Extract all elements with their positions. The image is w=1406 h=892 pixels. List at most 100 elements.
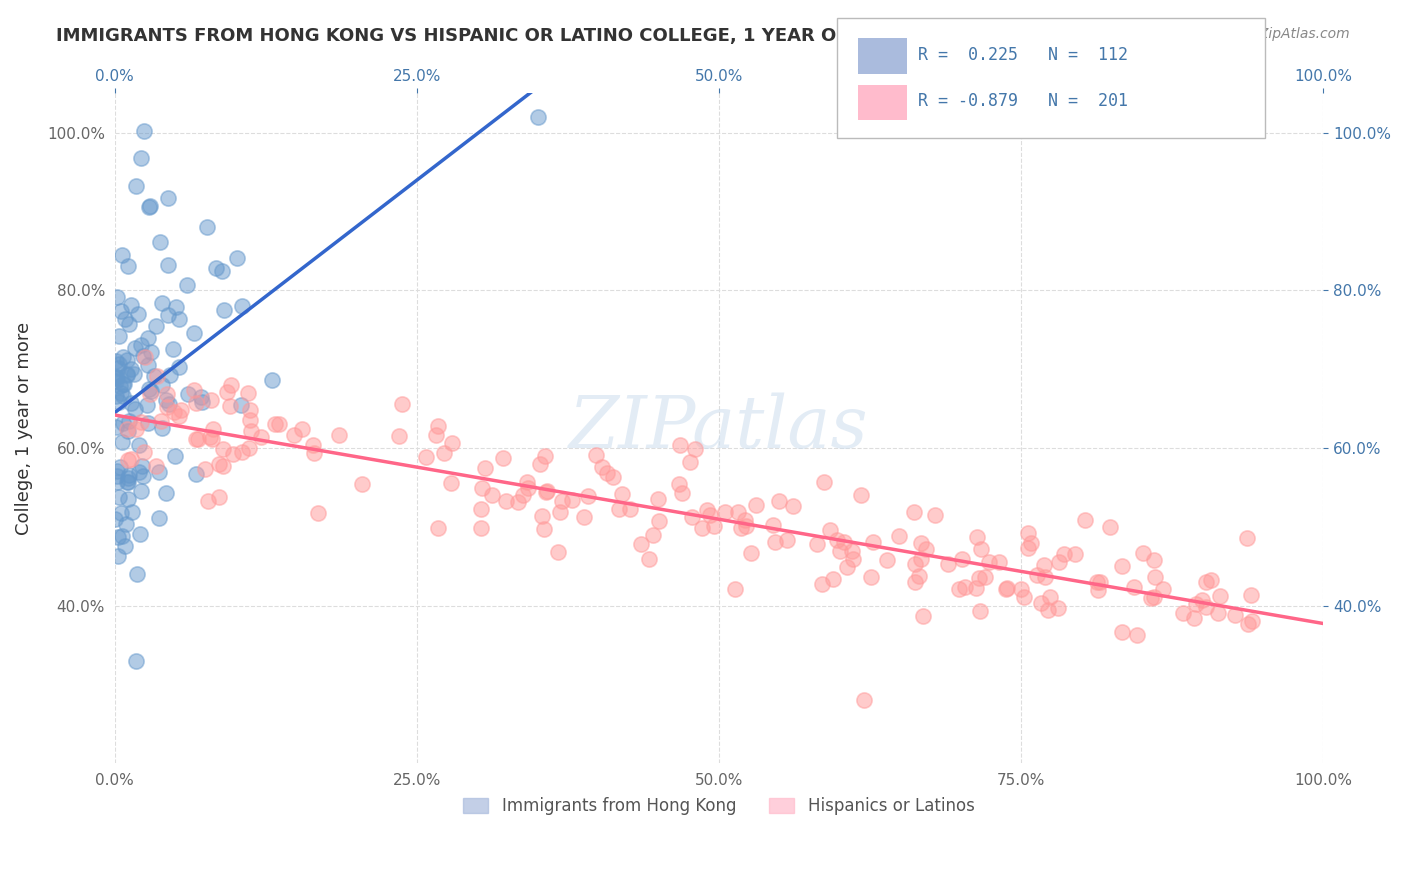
Immigrants from Hong Kong [132, 469, 155, 483]
Immigrants from Hong Kong [105, 369, 128, 384]
Immigrants from Hong Kong [131, 458, 153, 473]
Immigrants from Hong Kong [120, 396, 142, 410]
Hispanics or Latinos [1047, 601, 1070, 615]
Immigrants from Hong Kong [225, 252, 247, 266]
Hispanics or Latinos [1240, 588, 1263, 602]
Hispanics or Latinos [1111, 625, 1133, 640]
Hispanics or Latinos [740, 546, 762, 560]
Immigrants from Hong Kong [141, 384, 163, 398]
Immigrants from Hong Kong [107, 369, 129, 384]
Immigrants from Hong Kong [105, 290, 128, 304]
Hispanics or Latinos [1122, 580, 1144, 594]
Immigrants from Hong Kong [155, 393, 177, 408]
Immigrants from Hong Kong [104, 512, 127, 526]
Immigrants from Hong Kong [129, 151, 152, 165]
Immigrants from Hong Kong [108, 460, 131, 475]
Hispanics or Latinos [212, 442, 235, 456]
Hispanics or Latinos [1209, 589, 1232, 603]
Hispanics or Latinos [222, 447, 245, 461]
Hispanics or Latinos [388, 429, 411, 443]
Immigrants from Hong Kong [132, 350, 155, 364]
Hispanics or Latinos [914, 541, 936, 556]
Hispanics or Latinos [647, 491, 669, 506]
Hispanics or Latinos [610, 487, 633, 501]
Hispanics or Latinos [1039, 590, 1062, 604]
Hispanics or Latinos [903, 505, 925, 519]
Hispanics or Latinos [862, 535, 884, 549]
Hispanics or Latinos [776, 533, 799, 547]
Hispanics or Latinos [1090, 575, 1112, 590]
Immigrants from Hong Kong [120, 298, 142, 312]
Hispanics or Latinos [561, 492, 583, 507]
Hispanics or Latinos [690, 520, 713, 534]
Hispanics or Latinos [215, 385, 238, 400]
Hispanics or Latinos [200, 430, 222, 444]
Immigrants from Hong Kong [118, 317, 141, 331]
Hispanics or Latinos [391, 397, 413, 411]
Text: IMMIGRANTS FROM HONG KONG VS HISPANIC OR LATINO COLLEGE, 1 YEAR OR MORE CORRELAT: IMMIGRANTS FROM HONG KONG VS HISPANIC OR… [56, 27, 1137, 45]
Hispanics or Latinos [163, 405, 186, 419]
Hispanics or Latinos [307, 507, 329, 521]
Hispanics or Latinos [249, 430, 271, 444]
Immigrants from Hong Kong [112, 377, 135, 392]
Hispanics or Latinos [936, 557, 959, 571]
Immigrants from Hong Kong [120, 361, 142, 376]
Hispanics or Latinos [291, 422, 314, 436]
Hispanics or Latinos [550, 493, 572, 508]
Hispanics or Latinos [471, 481, 494, 495]
Immigrants from Hong Kong [138, 200, 160, 214]
Hispanics or Latinos [904, 557, 927, 571]
Hispanics or Latinos [970, 541, 993, 556]
Immigrants from Hong Kong [107, 529, 129, 543]
Hispanics or Latinos [924, 508, 946, 523]
Hispanics or Latinos [187, 432, 209, 446]
Immigrants from Hong Kong [104, 353, 127, 368]
Immigrants from Hong Kong [149, 235, 172, 249]
Hispanics or Latinos [536, 484, 558, 499]
Immigrants from Hong Kong [111, 350, 134, 364]
Hispanics or Latinos [1026, 567, 1049, 582]
Hispanics or Latinos [835, 560, 858, 574]
Text: ZIPatlas: ZIPatlas [569, 392, 869, 464]
Hispanics or Latinos [602, 470, 624, 484]
Hispanics or Latinos [908, 569, 931, 583]
Hispanics or Latinos [876, 553, 898, 567]
Hispanics or Latinos [950, 551, 973, 566]
Immigrants from Hong Kong [167, 311, 190, 326]
Hispanics or Latinos [427, 521, 450, 535]
Hispanics or Latinos [1140, 591, 1163, 605]
Hispanics or Latinos [1063, 548, 1085, 562]
Hispanics or Latinos [1019, 535, 1042, 549]
Hispanics or Latinos [132, 444, 155, 458]
Immigrants from Hong Kong [155, 486, 177, 500]
Hispanics or Latinos [1144, 570, 1167, 584]
Hispanics or Latinos [948, 582, 970, 597]
Immigrants from Hong Kong [148, 465, 170, 479]
Immigrants from Hong Kong [231, 299, 253, 313]
Hispanics or Latinos [1223, 607, 1246, 622]
Immigrants from Hong Kong [111, 434, 134, 449]
Immigrants from Hong Kong [104, 389, 127, 403]
Hispanics or Latinos [730, 521, 752, 535]
Immigrants from Hong Kong [124, 402, 146, 417]
Immigrants from Hong Kong [105, 469, 128, 483]
Immigrants from Hong Kong [117, 471, 139, 485]
Immigrants from Hong Kong [526, 110, 548, 124]
Hispanics or Latinos [124, 422, 146, 436]
Hispanics or Latinos [1032, 558, 1054, 573]
Hispanics or Latinos [966, 581, 988, 595]
Hispanics or Latinos [1047, 555, 1070, 569]
Hispanics or Latinos [328, 428, 350, 442]
Hispanics or Latinos [495, 494, 517, 508]
Hispanics or Latinos [415, 450, 437, 464]
Hispanics or Latinos [818, 523, 841, 537]
Immigrants from Hong Kong [211, 263, 233, 277]
Immigrants from Hong Kong [136, 417, 159, 431]
Hispanics or Latinos [201, 422, 224, 436]
Hispanics or Latinos [184, 395, 207, 409]
Hispanics or Latinos [607, 502, 630, 516]
Hispanics or Latinos [138, 387, 160, 401]
Hispanics or Latinos [679, 455, 702, 469]
Immigrants from Hong Kong [128, 438, 150, 452]
Hispanics or Latinos [699, 508, 721, 522]
